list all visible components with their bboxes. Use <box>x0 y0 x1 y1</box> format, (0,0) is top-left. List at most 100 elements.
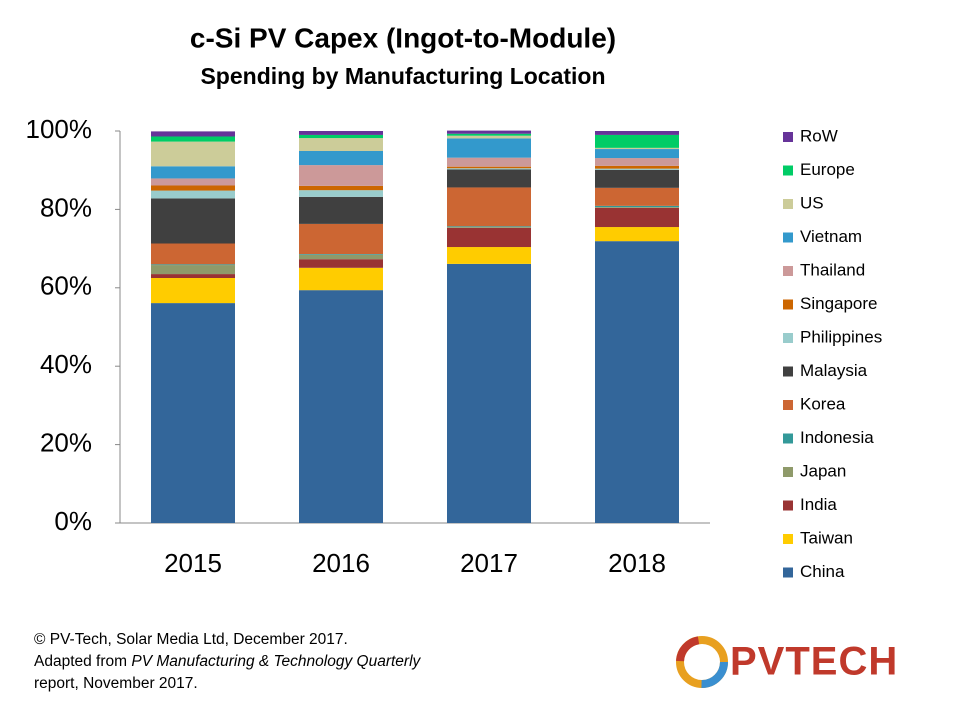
bar-segment <box>447 263 531 523</box>
y-tick-label: 60% <box>40 271 92 301</box>
legend-label: RoW <box>800 126 838 145</box>
bar-segment <box>595 147 679 150</box>
legend-label: Philippines <box>800 327 882 346</box>
legend-swatch <box>783 467 793 477</box>
bar-segment <box>151 178 235 186</box>
bar-segment <box>299 138 383 151</box>
bar-segment <box>151 166 235 179</box>
legend-label: Malaysia <box>800 361 868 380</box>
legend-label: India <box>800 495 837 514</box>
footer: © PV-Tech, Solar Media Ltd, December 201… <box>34 629 420 695</box>
bar-segment <box>595 227 679 242</box>
bar-segment <box>595 205 679 208</box>
bar-segment <box>151 243 235 265</box>
bar-segment <box>151 264 235 266</box>
bar-segment <box>299 259 383 268</box>
legend-swatch <box>783 333 793 343</box>
bar-segment <box>299 254 383 260</box>
bar-segment <box>299 134 383 139</box>
bar-segment <box>151 198 235 244</box>
bar-segment <box>447 247 531 264</box>
logo: PVTECH <box>676 636 898 688</box>
bar-segment <box>447 135 531 139</box>
bar-segment <box>595 165 679 169</box>
bar-segment <box>151 190 235 199</box>
bar-segment <box>447 168 531 170</box>
y-tick-label: 80% <box>40 192 92 222</box>
bar-segment <box>447 227 531 248</box>
footer-line: Adapted from PV Manufacturing & Technolo… <box>34 651 420 673</box>
bar-segment <box>151 136 235 142</box>
legend-swatch <box>783 266 793 276</box>
legend-swatch <box>783 567 793 578</box>
legend-label: Singapore <box>800 294 878 313</box>
bar-segment <box>595 241 679 524</box>
bar-segment <box>151 131 235 137</box>
legend-swatch <box>783 165 793 176</box>
bar-segment <box>595 149 679 159</box>
bar-segment <box>447 166 531 169</box>
bar-segment <box>447 227 531 228</box>
footer-line: © PV-Tech, Solar Media Ltd, December 201… <box>34 631 348 648</box>
legend-swatch <box>783 534 793 544</box>
bar-segment <box>447 157 531 167</box>
bar-segment <box>595 207 679 208</box>
chart-subtitle: Spending by Manufacturing Location <box>200 63 605 89</box>
legend-label: US <box>800 193 824 212</box>
footer-text: Adapted from <box>34 653 132 670</box>
x-tick-label: 2018 <box>608 548 666 578</box>
bar-segment <box>151 274 235 278</box>
legend-swatch <box>783 433 793 444</box>
bar-segment <box>299 254 383 255</box>
legend-swatch <box>783 199 793 209</box>
legend-label: Thailand <box>800 260 865 279</box>
bar-segment <box>447 169 531 188</box>
bar-segment <box>299 267 383 291</box>
bar-segment <box>595 169 679 188</box>
legend-swatch <box>783 232 793 243</box>
footer-line: report, November 2017. <box>34 675 198 692</box>
legend-swatch <box>783 366 793 377</box>
y-tick-label: 20% <box>40 427 92 457</box>
y-tick-label: 40% <box>40 349 92 379</box>
bar-segment <box>299 150 383 166</box>
bar-segment <box>151 278 235 304</box>
bar-segment <box>595 131 679 135</box>
y-tick-label: 0% <box>54 506 92 536</box>
bar-segment <box>151 141 235 167</box>
legend-label: Vietnam <box>800 227 862 246</box>
bar-segment <box>595 187 679 206</box>
bar-segment <box>595 207 679 228</box>
legend-label: Taiwan <box>800 528 853 547</box>
legend-label: Europe <box>800 160 855 179</box>
bar-segment <box>447 187 531 227</box>
legend-label: Korea <box>800 394 846 413</box>
bar-segment <box>151 265 235 275</box>
chart-title: c-Si PV Capex (Ingot-to-Module) <box>190 22 616 53</box>
bar-segment <box>595 168 679 170</box>
bar-segment <box>299 290 383 523</box>
bar-segment <box>447 130 531 134</box>
bar-segment <box>447 226 531 228</box>
bar-segment <box>299 223 383 255</box>
bar-segment <box>595 158 679 166</box>
legend-swatch <box>783 299 793 310</box>
bar-segment <box>299 185 383 191</box>
bar-segment <box>151 185 235 191</box>
legend-swatch <box>783 400 793 410</box>
bar-segment <box>447 138 531 158</box>
x-tick-label: 2017 <box>460 548 518 578</box>
legend-swatch <box>783 132 793 142</box>
bar-segment <box>299 196 383 224</box>
footer-italic: PV Manufacturing & Technology Quarterly <box>131 653 421 670</box>
logo-text: PVTECH <box>730 640 898 684</box>
bar-segment <box>299 131 383 135</box>
bar-segment <box>595 134 679 148</box>
bar-segment <box>151 303 235 523</box>
legend-swatch <box>783 500 793 511</box>
bar-segment <box>447 133 531 136</box>
logo-ring <box>676 636 728 688</box>
legend-label: Japan <box>800 461 846 480</box>
legend-label: China <box>800 562 845 581</box>
